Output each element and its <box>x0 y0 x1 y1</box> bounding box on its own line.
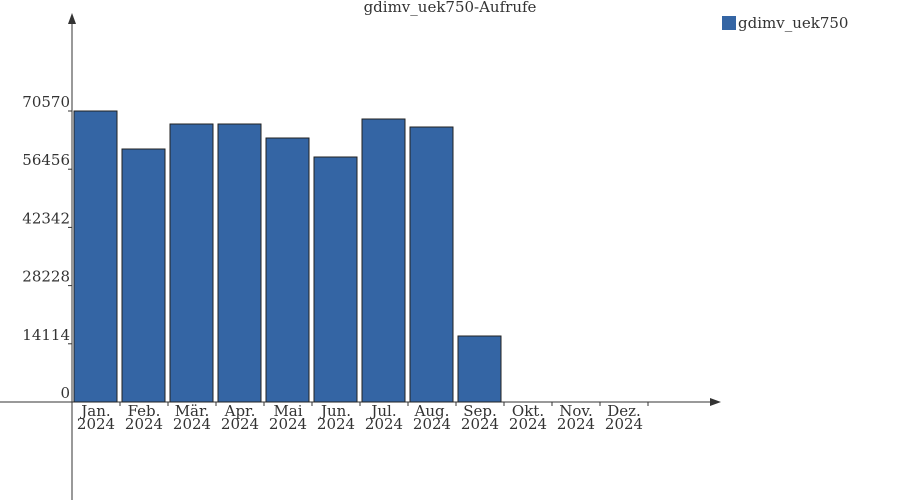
x-tick-label-line: Feb. <box>128 402 161 420</box>
x-tick-label-line: 2024 <box>509 415 547 433</box>
x-tick-label-line: 2024 <box>557 415 595 433</box>
x-tick-label-line: 2024 <box>269 415 307 433</box>
x-tick-label-line: Aug. <box>414 402 450 420</box>
x-tick-label: Okt. 2024 <box>509 402 547 433</box>
y-tick-label: 0 <box>60 384 70 402</box>
x-tick-label: Mär. 2024 <box>173 402 211 433</box>
x-tick-label: Jan. 2024 <box>77 402 115 433</box>
bar <box>457 335 502 403</box>
y-axis-arrow <box>68 13 76 24</box>
bar <box>169 123 214 403</box>
x-tick-label-line: 2024 <box>461 415 499 433</box>
x-tick-label-line: Mai <box>273 402 302 420</box>
x-tick-label: Aug. 2024 <box>413 402 451 433</box>
x-tick-label-line: Mär. <box>175 402 210 420</box>
legend-swatch <box>722 16 736 30</box>
x-tick-label-line: 2024 <box>125 415 163 433</box>
x-tick-label-line: 2024 <box>605 415 643 433</box>
y-tick-label: 28228 <box>22 268 70 286</box>
x-tick-label-line: Jun. <box>319 402 351 420</box>
x-tick-label: Nov. 2024 <box>557 402 595 433</box>
y-tick-label: 70570 <box>22 93 70 111</box>
x-tick-label: Dez. 2024 <box>605 402 643 433</box>
x-tick-label: Apr. 2024 <box>221 402 259 433</box>
bar <box>313 156 358 403</box>
x-tick-label-line: 2024 <box>413 415 451 433</box>
chart-title: gdimv_uek750-Aufrufe <box>364 0 537 16</box>
x-tick-label: Feb. 2024 <box>125 402 163 433</box>
bar <box>265 137 310 403</box>
x-tick-label: Jun. 2024 <box>317 402 355 433</box>
x-tick-label-line: 2024 <box>221 415 259 433</box>
x-tick-label: Mai 2024 <box>269 402 307 433</box>
x-axis-arrow <box>710 398 721 406</box>
x-tick-label-line: Okt. <box>512 402 544 420</box>
bar <box>73 110 118 403</box>
x-tick-label: Sep. 2024 <box>461 402 499 433</box>
x-tick-label-line: 2024 <box>173 415 211 433</box>
x-tick-label-line: Jul. <box>369 402 396 420</box>
y-tick-label: 56456 <box>22 151 70 169</box>
legend-label: gdimv_uek750 <box>738 14 848 32</box>
x-tick-label: Jul. 2024 <box>365 402 403 433</box>
x-tick-label-line: 2024 <box>77 415 115 433</box>
bar <box>361 118 406 403</box>
x-tick-label-line: Dez. <box>607 402 641 420</box>
bar <box>121 148 166 403</box>
x-tick-label-line: 2024 <box>365 415 403 433</box>
y-tick-label: 14114 <box>22 326 70 344</box>
x-tick-label-line: Sep. <box>463 402 497 420</box>
bar <box>217 123 262 403</box>
y-tick-label: 42342 <box>22 209 70 227</box>
x-tick-label-line: Apr. <box>224 402 256 420</box>
x-tick-label-line: Jan. <box>79 402 110 420</box>
x-tick-label-line: 2024 <box>317 415 355 433</box>
bar <box>409 126 454 403</box>
x-tick-label-line: Nov. <box>559 402 593 420</box>
